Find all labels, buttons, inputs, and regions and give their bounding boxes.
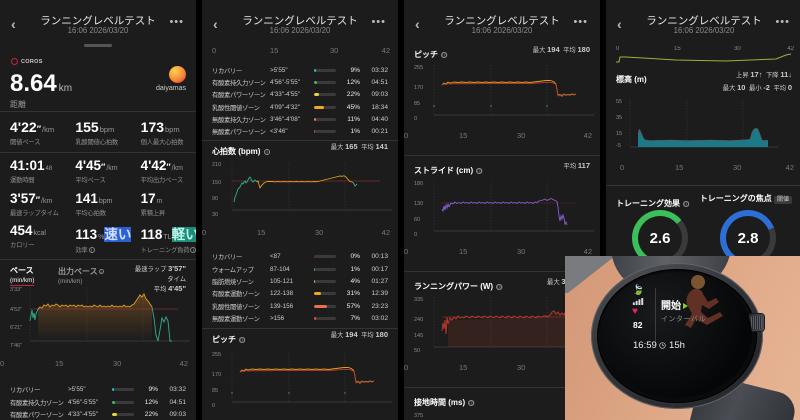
svg-text:90: 90 (212, 196, 218, 202)
svg-text:170: 170 (212, 372, 221, 378)
svg-text:255: 255 (212, 352, 221, 358)
svg-text:0: 0 (212, 403, 215, 409)
svg-text:0: 0 (414, 116, 417, 122)
svg-text:85: 85 (414, 101, 420, 107)
svg-text:0: 0 (414, 232, 417, 238)
svg-text:210: 210 (212, 162, 221, 168)
svg-text:60: 60 (414, 217, 420, 223)
svg-text:85: 85 (212, 388, 218, 394)
svg-text:145: 145 (414, 333, 423, 339)
svg-text:6'21": 6'21" (10, 325, 22, 331)
svg-text:255: 255 (414, 65, 423, 71)
svg-text:35: 35 (616, 115, 622, 121)
svg-text:-5: -5 (616, 143, 621, 149)
svg-text:335: 335 (414, 297, 423, 303)
svg-text:7'46": 7'46" (10, 343, 22, 349)
svg-text:180: 180 (414, 181, 423, 187)
svg-text:4'52": 4'52" (10, 307, 22, 313)
svg-text:15: 15 (616, 131, 622, 137)
svg-text:50: 50 (414, 348, 420, 354)
svg-text:3'33": 3'33" (10, 287, 22, 293)
svg-text:30: 30 (212, 212, 218, 218)
svg-text:170: 170 (414, 85, 423, 91)
svg-text:55: 55 (616, 99, 622, 105)
svg-text:240: 240 (414, 317, 423, 323)
svg-text:130: 130 (414, 201, 423, 207)
svg-text:150: 150 (212, 180, 221, 186)
